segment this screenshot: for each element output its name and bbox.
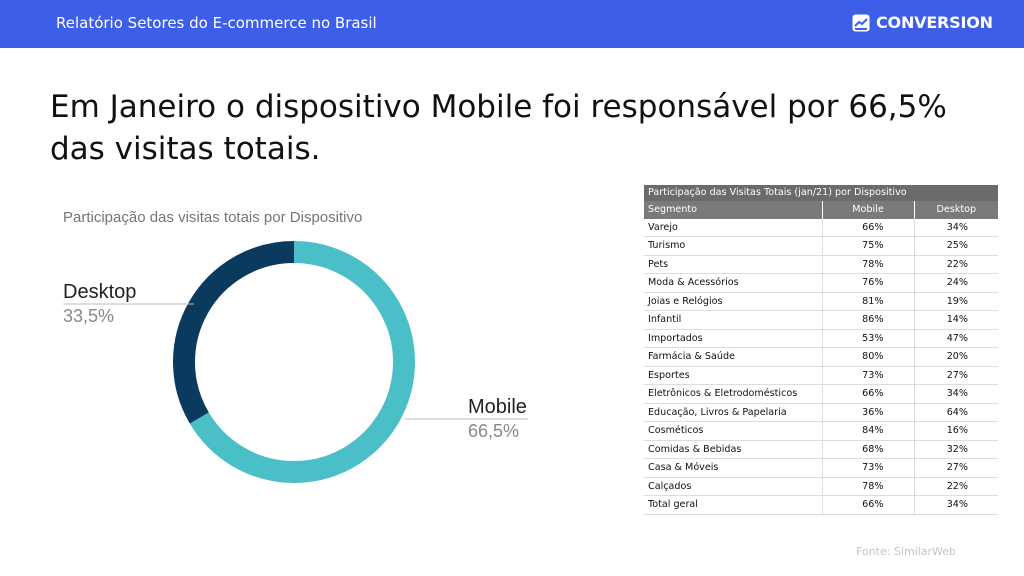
mobile-cell: 66% — [822, 218, 915, 237]
segment-cell: Esportes — [644, 366, 823, 385]
segment-cell: Importados — [644, 329, 823, 348]
segment-cell: Total geral — [644, 495, 823, 515]
mobile-cell: 84% — [822, 421, 915, 441]
mobile-cell: 66% — [822, 384, 915, 404]
table-row: Importados 53% 47% — [644, 329, 999, 348]
mobile-cell: 73% — [822, 458, 915, 478]
desktop-cell: 14% — [914, 310, 999, 330]
table-row: Eletrônicos & Eletrodomésticos 66% 34% — [644, 384, 999, 404]
device-share-table: Participação das Visitas Totais (jan/21)… — [644, 185, 999, 515]
mobile-cell: 81% — [822, 292, 915, 311]
desktop-cell: 20% — [914, 347, 999, 367]
header-bar: Relatório Setores do E-commerce no Brasi… — [0, 0, 1024, 48]
desktop-cell: 34% — [914, 384, 999, 404]
headline: Em Janeiro o dispositivo Mobile foi resp… — [50, 89, 947, 167]
desktop-cell: 19% — [914, 292, 999, 311]
desktop-label-name: Desktop — [63, 281, 137, 303]
mobile-cell: 80% — [822, 347, 915, 367]
segment-cell: Moda & Acessórios — [644, 273, 823, 293]
mobile-cell: 73% — [822, 366, 915, 385]
mobile-label-name: Mobile — [468, 396, 527, 418]
table-header-row: Segmento Mobile Desktop — [644, 201, 999, 219]
donut-slice-mobile — [189, 241, 415, 483]
segment-cell: Joias e Relógios — [644, 292, 823, 311]
segment-cell: Cosméticos — [644, 421, 823, 441]
mobile-cell: 68% — [822, 440, 915, 459]
table-row: Calçados 78% 22% — [644, 477, 999, 496]
donut-slice-desktop — [173, 241, 295, 424]
desktop-cell: 16% — [914, 421, 999, 441]
table-row: Pets 78% 22% — [644, 255, 999, 274]
table-row: Infantil 86% 14% — [644, 310, 999, 330]
segment-cell: Eletrônicos & Eletrodomésticos — [644, 384, 823, 404]
column-header: Desktop — [914, 201, 999, 219]
desktop-cell: 47% — [914, 329, 999, 348]
segment-cell: Calçados — [644, 477, 823, 496]
table-title: Participação das Visitas Totais (jan/21)… — [644, 185, 999, 201]
desktop-cell: 22% — [914, 477, 999, 496]
report-title: Relatório Setores do E-commerce no Brasi… — [56, 14, 377, 32]
mobile-cell: 53% — [822, 329, 915, 348]
desktop-cell: 32% — [914, 440, 999, 459]
desktop-cell: 25% — [914, 236, 999, 256]
mobile-cell: 78% — [822, 477, 915, 496]
desktop-cell: 24% — [914, 273, 999, 293]
brand-logo: CONVERSION — [852, 13, 993, 32]
segment-cell: Educação, Livros & Papelaria — [644, 403, 823, 422]
table-row: Moda & Acessórios 76% 24% — [644, 273, 999, 293]
table-row: Comidas & Bebidas 68% 32% — [644, 440, 999, 459]
mobile-cell: 86% — [822, 310, 915, 330]
segment-cell: Comidas & Bebidas — [644, 440, 823, 459]
mobile-cell: 78% — [822, 255, 915, 274]
mobile-label-value: 66,5% — [468, 421, 520, 441]
desktop-cell: 34% — [914, 495, 999, 515]
table-row: Cosméticos 84% 16% — [644, 421, 999, 441]
segment-cell: Farmácia & Saúde — [644, 347, 823, 367]
desktop-cell: 27% — [914, 366, 999, 385]
desktop-cell: 27% — [914, 458, 999, 478]
source-note: Fonte: SimilarWeb — [856, 545, 957, 558]
segment-cell: Pets — [644, 255, 823, 274]
table-row: Varejo 66% 34% — [644, 218, 999, 237]
table-row: Turismo 75% 25% — [644, 236, 999, 256]
mobile-cell: 36% — [822, 403, 915, 422]
segment-cell: Infantil — [644, 310, 823, 330]
mobile-cell: 66% — [822, 495, 915, 515]
donut-chart-title: Participação das visitas totais por Disp… — [63, 209, 363, 226]
table-row: Farmácia & Saúde 80% 20% — [644, 347, 999, 367]
table-row: Total geral 66% 34% — [644, 495, 999, 515]
table-row: Casa & Móveis 73% 27% — [644, 458, 999, 478]
mobile-label: Mobile 66,5% — [468, 396, 527, 442]
column-header: Mobile — [822, 201, 915, 219]
segment-cell: Varejo — [644, 218, 823, 237]
column-header: Segmento — [644, 201, 823, 219]
desktop-cell: 22% — [914, 255, 999, 274]
desktop-label: Desktop 33,5% — [63, 281, 136, 327]
desktop-cell: 34% — [914, 218, 999, 237]
mobile-cell: 75% — [822, 236, 915, 256]
table-row: Joias e Relógios 81% 19% — [644, 292, 999, 311]
mobile-cell: 76% — [822, 273, 915, 293]
desktop-label-value: 33,5% — [63, 306, 115, 326]
conversion-logo-icon — [852, 14, 870, 31]
segment-cell: Turismo — [644, 236, 823, 256]
table-row: Esportes 73% 27% — [644, 366, 999, 385]
segment-cell: Casa & Móveis — [644, 458, 823, 478]
brand-logo-text: CONVERSION — [876, 13, 993, 32]
table-row: Educação, Livros & Papelaria 36% 64% — [644, 403, 999, 422]
desktop-cell: 64% — [914, 403, 999, 422]
